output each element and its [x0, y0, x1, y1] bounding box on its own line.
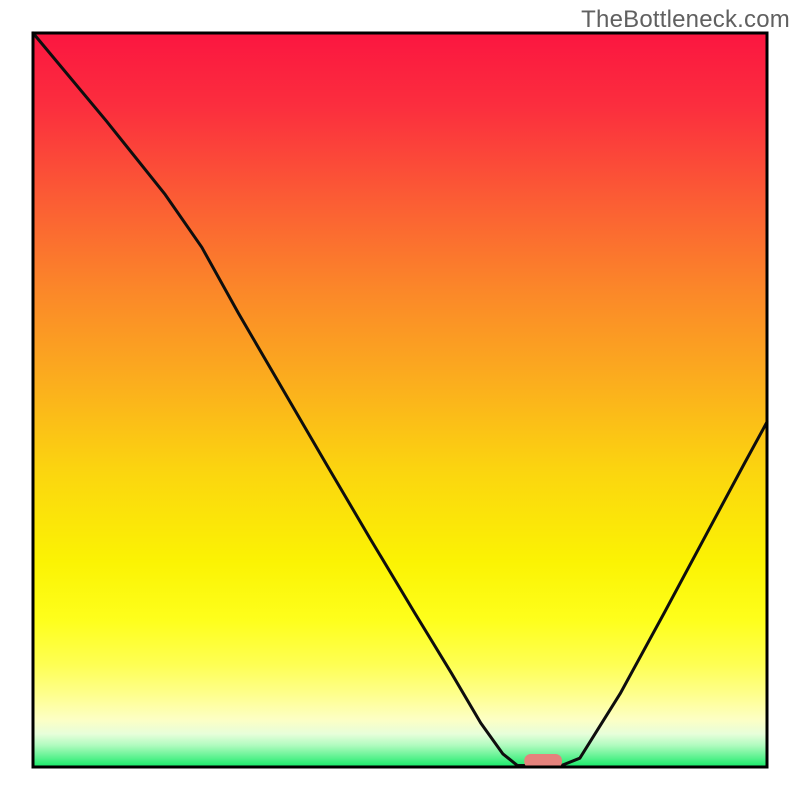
chart-container: TheBottleneck.com	[0, 0, 800, 800]
watermark-text: TheBottleneck.com	[581, 6, 790, 34]
bottleneck-chart	[0, 0, 800, 800]
plot-background	[33, 33, 767, 767]
